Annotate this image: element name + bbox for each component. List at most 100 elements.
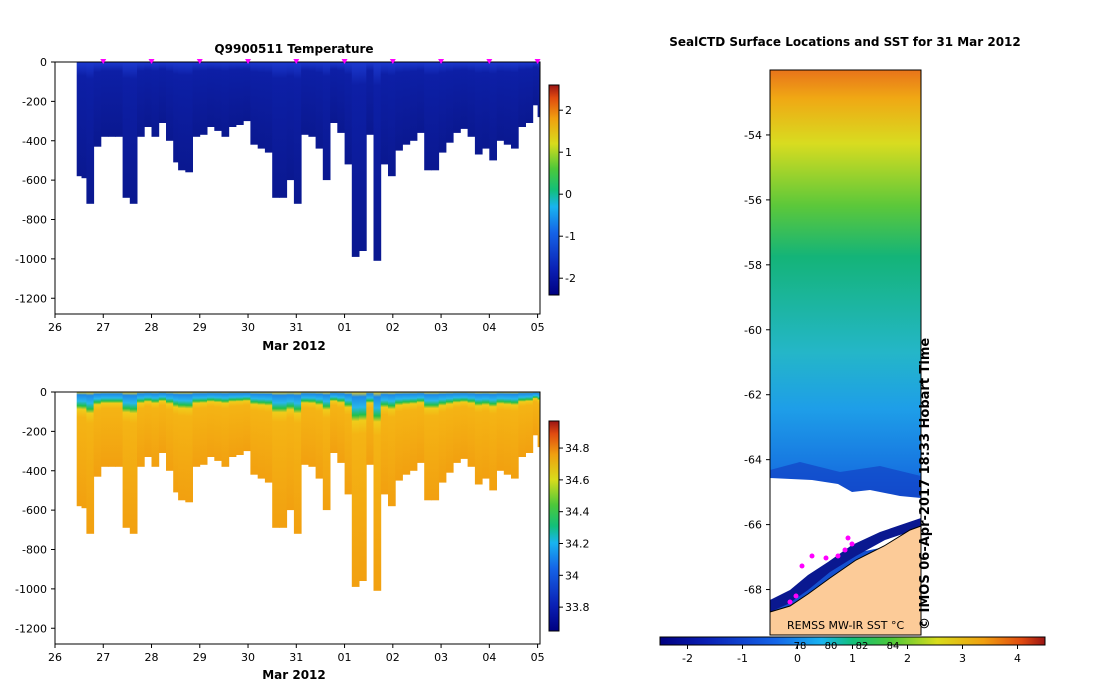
profile-column xyxy=(402,62,411,145)
profile-column xyxy=(151,62,160,137)
profile-column xyxy=(315,392,324,479)
sst-map-panel: SealCTD Surface Locations and SST for 31… xyxy=(659,35,1046,665)
salinity-plot-frame xyxy=(54,391,541,645)
profile-column xyxy=(474,62,483,155)
temperature-panel: Q9900511 Temperature 0 -200 -400 -600 -800 -1… xyxy=(15,42,576,353)
profile-column xyxy=(236,392,244,455)
profile-column xyxy=(322,392,331,511)
profile-column xyxy=(178,62,186,171)
profile-column xyxy=(453,62,461,133)
sea-ice-region xyxy=(770,478,921,600)
profile-column xyxy=(373,62,382,261)
salinity-y-ticks: 0 -200 -400 -600 -800 -1000 -1200 xyxy=(15,386,55,635)
x-tick-label: 05 xyxy=(531,321,545,334)
profile-column xyxy=(144,62,152,127)
profile-column xyxy=(431,62,440,171)
sst-colorbar-tick-label: 3 xyxy=(959,652,966,665)
profile-column xyxy=(301,392,309,465)
y-tick-label: -800 xyxy=(22,214,47,227)
profile-column xyxy=(525,392,534,453)
colorbar-tick-label: 34.2 xyxy=(565,538,590,551)
profile-column xyxy=(93,62,102,147)
x-tick-label: 03 xyxy=(434,651,448,664)
profile-column xyxy=(207,62,215,127)
profile-column xyxy=(301,62,309,135)
surface-marker xyxy=(438,59,445,64)
profile-column xyxy=(322,62,331,181)
profile-column xyxy=(537,62,541,118)
profile-column xyxy=(178,392,186,501)
x-tick-label: 30 xyxy=(241,651,255,664)
lat-tick-label: -68 xyxy=(744,584,762,597)
colorbar-tick-label: 34.6 xyxy=(565,474,590,487)
x-tick-label: 31 xyxy=(289,321,303,334)
profile-column xyxy=(409,392,418,471)
surface-position-markers xyxy=(100,59,541,64)
y-tick-label: 0 xyxy=(40,386,47,399)
surface-marker xyxy=(293,59,300,64)
salinity-section-fill xyxy=(76,392,541,591)
sst-colorbar-tick-label: 2 xyxy=(904,652,911,665)
profile-column xyxy=(308,392,317,467)
map-frame xyxy=(769,69,922,636)
salinity-panel: 0 -200 -400 -600 -800 -1000 -1200 26 27 28 29 30 31… xyxy=(15,386,589,682)
sst-colorbar-tick-label: 4 xyxy=(1014,652,1021,665)
temperature-colorbar xyxy=(548,84,560,296)
profile-column xyxy=(315,62,324,149)
profile-column xyxy=(272,392,280,528)
salinity-x-ticks: 26 27 28 29 30 31 01 02 03 04 05 xyxy=(48,644,545,664)
map-legend-text: REMSS MW-IR SST °C xyxy=(787,619,905,632)
profile-column xyxy=(199,62,208,135)
y-tick-label: -1200 xyxy=(15,622,47,635)
lat-tick-label: -56 xyxy=(744,194,762,207)
profile-column xyxy=(144,392,152,457)
seal-location-dot xyxy=(849,541,855,547)
profile-column xyxy=(366,392,374,465)
profile-column xyxy=(228,392,237,457)
profile-column xyxy=(337,392,345,463)
lat-tick-label: -54 xyxy=(744,129,762,142)
profile-column xyxy=(431,392,440,501)
surface-marker xyxy=(100,59,107,64)
sst-overlay-label: 80 xyxy=(825,641,838,652)
profile-column xyxy=(366,62,374,135)
x-tick-label: 27 xyxy=(96,651,110,664)
profile-column xyxy=(489,392,497,491)
seal-location-dot xyxy=(842,547,848,553)
profile-column xyxy=(460,392,469,459)
x-tick-label: 29 xyxy=(193,651,207,664)
x-tick-label: 26 xyxy=(48,321,62,334)
profile-column xyxy=(460,62,469,129)
profile-column xyxy=(438,392,447,483)
colorbar-tick-label: 34.4 xyxy=(565,506,590,519)
colorbar-tick-label: -1 xyxy=(565,230,576,243)
profile-column xyxy=(395,392,403,481)
surface-marker xyxy=(148,59,155,64)
profile-column xyxy=(286,62,295,181)
profile-column xyxy=(108,392,116,467)
profile-column xyxy=(214,62,222,131)
colorbar-tick-label: 34.8 xyxy=(565,442,590,455)
seal-location-dot xyxy=(845,535,851,541)
profile-column xyxy=(243,392,251,452)
profile-column xyxy=(416,62,425,133)
profile-column xyxy=(250,392,259,475)
profile-column xyxy=(293,62,302,204)
lat-tick-label: -58 xyxy=(744,259,762,272)
profile-column xyxy=(438,62,447,153)
profile-column xyxy=(503,392,512,475)
profile-column xyxy=(380,392,389,495)
profile-column xyxy=(445,62,454,143)
profile-column xyxy=(264,392,273,483)
map-credit: © IMOS 06-Apr-2017 18:33 Hobart Time xyxy=(918,338,933,630)
profile-column xyxy=(100,392,109,467)
profile-column xyxy=(137,62,145,137)
profile-column xyxy=(257,392,266,479)
profile-column xyxy=(380,62,389,165)
sst-colorbar-tick-label: 1 xyxy=(849,652,856,665)
sst-colorbar-tick-label: -1 xyxy=(737,652,748,665)
profile-column xyxy=(173,62,179,163)
profile-column xyxy=(166,62,174,141)
profile-column xyxy=(81,392,87,509)
profile-column xyxy=(286,392,295,511)
